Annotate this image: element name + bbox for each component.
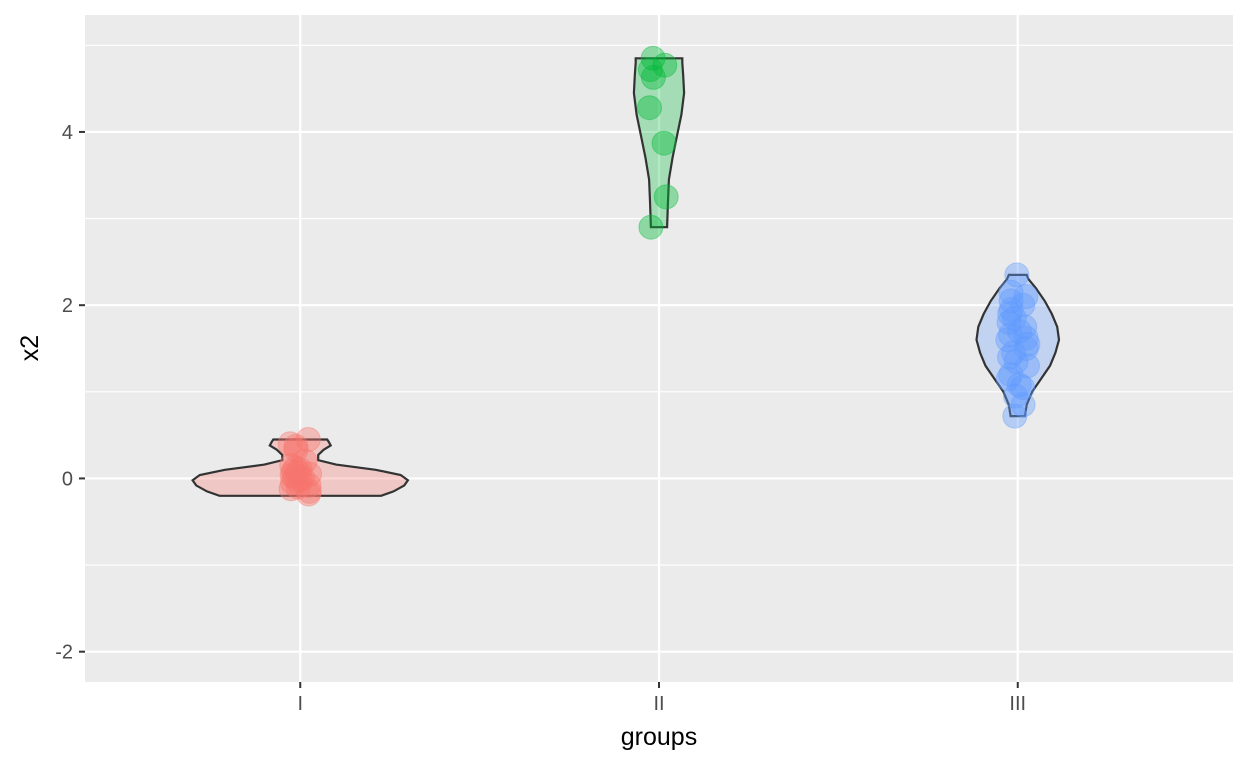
data-point xyxy=(283,433,309,459)
data-point xyxy=(998,288,1024,314)
data-point xyxy=(1012,314,1038,340)
major-gridlines xyxy=(85,15,1233,682)
violin-II xyxy=(632,57,686,229)
data-point xyxy=(285,474,311,500)
data-point xyxy=(637,95,662,121)
data-point xyxy=(1003,383,1028,409)
data-point xyxy=(296,478,322,504)
data-point xyxy=(1010,375,1036,400)
data-point xyxy=(640,64,666,90)
jitter-points xyxy=(277,45,1041,507)
data-point xyxy=(287,466,313,492)
data-point xyxy=(287,457,313,483)
data-point xyxy=(1007,318,1032,344)
data-point xyxy=(283,437,309,463)
y-axis-title: x2 xyxy=(16,335,44,361)
data-point xyxy=(285,459,311,485)
data-point xyxy=(279,452,305,478)
data-point xyxy=(997,301,1023,327)
data-point xyxy=(297,461,323,487)
data-point xyxy=(998,362,1024,387)
x-axis-title: groups xyxy=(621,723,697,751)
data-point xyxy=(1010,392,1036,418)
data-point xyxy=(1013,284,1039,309)
data-point xyxy=(997,344,1022,370)
y-axis-ticks: -2 0 2 4 xyxy=(55,122,85,664)
y-tick-label: 2 xyxy=(62,295,73,317)
data-point xyxy=(995,327,1021,353)
violin-III xyxy=(975,273,1061,418)
violins xyxy=(191,57,1061,497)
data-point xyxy=(280,459,306,484)
data-point xyxy=(1013,325,1039,351)
data-point xyxy=(996,310,1022,335)
data-point xyxy=(1003,349,1029,374)
y-tick-label: 0 xyxy=(62,468,73,490)
data-point xyxy=(1004,262,1030,288)
data-point xyxy=(1015,331,1041,357)
data-point xyxy=(998,279,1024,305)
data-point xyxy=(1002,403,1028,429)
data-point xyxy=(284,468,310,494)
data-point xyxy=(998,322,1023,348)
data-point xyxy=(1006,372,1032,398)
data-point xyxy=(995,366,1021,392)
data-point xyxy=(296,472,322,498)
data-point xyxy=(282,464,307,490)
x-tick-label: III xyxy=(1009,693,1026,715)
data-point xyxy=(640,45,666,71)
y-tick-label: 4 xyxy=(62,122,73,144)
data-point xyxy=(1015,353,1040,379)
data-point xyxy=(295,427,321,452)
data-point xyxy=(279,462,305,488)
data-point xyxy=(637,57,663,83)
y-tick-label: -2 xyxy=(55,642,73,664)
x-tick-label: II xyxy=(653,693,664,715)
data-point xyxy=(998,297,1024,322)
data-point xyxy=(277,431,303,457)
violin-I xyxy=(191,438,410,497)
data-point xyxy=(651,130,677,156)
data-point xyxy=(292,448,318,474)
x-tick-label: I xyxy=(297,693,303,715)
data-point xyxy=(652,52,678,78)
data-point xyxy=(283,455,308,481)
x-axis-ticks: I II III xyxy=(297,682,1026,715)
data-point xyxy=(1001,305,1027,331)
data-point xyxy=(1010,292,1036,318)
data-point xyxy=(296,481,322,507)
data-point xyxy=(1013,336,1039,361)
data-point xyxy=(280,470,305,496)
data-point xyxy=(1001,340,1026,366)
data-point xyxy=(653,184,679,210)
data-point xyxy=(638,214,664,240)
data-point xyxy=(290,465,316,491)
data-point xyxy=(278,476,304,502)
